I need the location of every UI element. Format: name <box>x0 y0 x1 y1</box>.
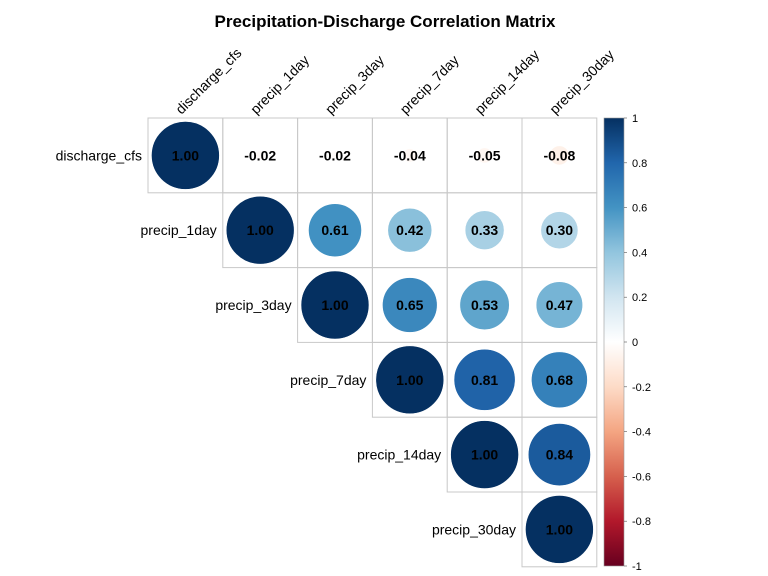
correlation-circle-precip_7day-precip_30day <box>531 351 588 409</box>
row-label-precip_3day: precip_3day <box>215 297 291 313</box>
value-label-precip_3day-precip_30day: 0.47 <box>546 297 573 313</box>
value-label-discharge_cfs-discharge_cfs: 1.00 <box>172 147 199 163</box>
correlation-circle-precip_1day-precip_30day <box>540 211 579 250</box>
correlation-circle-precip_14day-precip_14day <box>450 420 519 489</box>
value-label-discharge_cfs-precip_3day: -0.02 <box>319 147 351 163</box>
col-label-precip_3day: precip_3day <box>322 52 387 117</box>
grid-cell <box>521 491 598 568</box>
value-label-precip_1day-precip_14day: 0.33 <box>471 222 498 238</box>
color-scale-tick-label: 1 <box>632 113 638 125</box>
correlation-circle-precip_14day-precip_30day <box>527 423 591 487</box>
value-label-discharge_cfs-precip_14day: -0.05 <box>469 147 501 163</box>
value-label-precip_1day-precip_3day: 0.61 <box>321 222 348 238</box>
correlation-circle-discharge_cfs-discharge_cfs <box>151 121 220 190</box>
correlation-circle-precip_7day-precip_14day <box>453 348 516 411</box>
color-scale-tick-label: -1 <box>632 561 642 573</box>
value-label-precip_3day-precip_14day: 0.53 <box>471 297 498 313</box>
color-scale-tick-label: 0 <box>632 337 638 349</box>
color-scale-tick-label: -0.2 <box>632 382 651 394</box>
color-scale-tick-label: 0.4 <box>632 247 647 259</box>
value-label-precip_7day-precip_7day: 1.00 <box>396 372 423 388</box>
correlation-circle-precip_1day-precip_7day <box>387 207 433 253</box>
row-label-discharge_cfs: discharge_cfs <box>56 147 142 163</box>
correlation-circle-precip_3day-precip_3day <box>300 270 370 340</box>
color-scale-tick-label: -0.6 <box>632 471 651 483</box>
row-label-precip_14day: precip_14day <box>357 447 441 463</box>
value-label-precip_1day-precip_1day: 1.00 <box>247 222 274 238</box>
chart-title: Precipitation-Discharge Correlation Matr… <box>214 12 556 31</box>
row-label-precip_7day: precip_7day <box>290 372 366 388</box>
correlation-circle-precip_3day-precip_7day <box>382 277 438 333</box>
correlation-circle-discharge_cfs-precip_1day <box>255 150 266 161</box>
value-label-precip_3day-precip_3day: 1.00 <box>321 297 348 313</box>
column-label-layer: discharge_cfs precip_1day precip_3day preci… <box>172 45 617 117</box>
value-label-discharge_cfs-precip_7day: -0.04 <box>394 147 426 163</box>
value-label-precip_14day-precip_30day: 0.84 <box>546 447 573 463</box>
correlation-circle-discharge_cfs-precip_7day <box>402 148 417 163</box>
correlation-circle-precip_7day-precip_7day <box>375 345 445 415</box>
col-label-discharge_cfs: discharge_cfs <box>172 45 244 117</box>
color-scale-tick-label: -0.4 <box>632 427 651 439</box>
color-scale-bar <box>603 117 625 567</box>
color-legend: 1 0.8 0.6 0.4 0.2 0 -0.2 -0.4 -0.6 -0.8 -1 <box>603 113 651 573</box>
value-label-precip_1day-precip_7day: 0.42 <box>396 222 423 238</box>
value-label-layer: 1.00 -0.02 -0.02 -0.04 -0.05 -0.08 1.00 0.61 0.4… <box>172 147 576 537</box>
correlation-circle-discharge_cfs-precip_30day <box>549 145 570 166</box>
row-label-precip_30day: precip_30day <box>432 521 516 537</box>
correlation-circle-precip_3day-precip_14day <box>459 279 510 331</box>
correlation-circle-precip_3day-precip_30day <box>535 281 584 329</box>
correlation-circle-discharge_cfs-precip_3day <box>329 150 341 161</box>
value-label-precip_7day-precip_14day: 0.81 <box>471 372 498 388</box>
value-label-precip_7day-precip_30day: 0.68 <box>546 372 573 388</box>
correlation-circle-precip_1day-precip_14day <box>464 210 505 251</box>
correlation-circle-precip_1day-precip_1day <box>225 195 295 265</box>
color-scale-tick-label: 0.8 <box>632 158 647 170</box>
correlation-circle-precip_1day-precip_3day <box>308 203 362 258</box>
color-scale-tick-label: -0.8 <box>632 516 651 528</box>
value-label-precip_1day-precip_30day: 0.30 <box>546 222 573 238</box>
value-label-precip_30day-precip_30day: 1.00 <box>546 521 573 537</box>
circle-layer <box>151 121 594 564</box>
row-label-precip_1day: precip_1day <box>141 222 217 238</box>
correlation-circle-precip_30day-precip_30day <box>525 495 594 564</box>
value-label-discharge_cfs-precip_1day: -0.02 <box>244 147 276 163</box>
color-scale-tick-label: 0.6 <box>632 203 647 215</box>
col-label-precip_14day: precip_14day <box>471 46 542 117</box>
col-label-precip_30day: precip_30day <box>546 46 617 117</box>
color-scale-tick-label: 0.2 <box>632 292 647 304</box>
value-label-discharge_cfs-precip_30day: -0.08 <box>543 147 575 163</box>
matrix-grid <box>147 117 598 568</box>
row-label-layer: discharge_cfs precip_1day precip_3daypreci… <box>56 147 516 537</box>
col-label-precip_1day: precip_1day <box>247 52 312 117</box>
value-label-precip_3day-precip_7day: 0.65 <box>396 297 423 313</box>
correlation-circle-discharge_cfs-precip_14day <box>476 147 493 164</box>
col-label-precip_7day: precip_7day <box>397 52 462 117</box>
value-label-precip_14day-precip_14day: 1.00 <box>471 447 498 463</box>
